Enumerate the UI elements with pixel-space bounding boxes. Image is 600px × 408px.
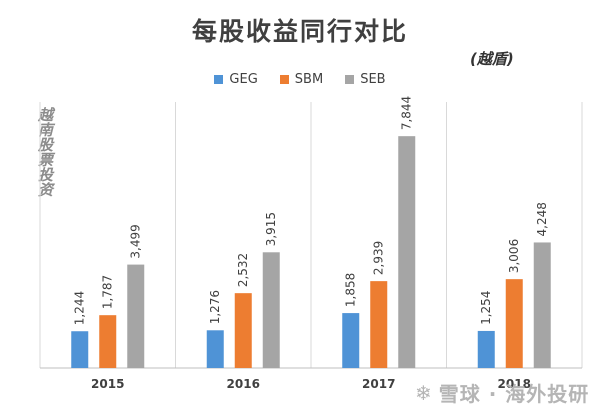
legend-item-geg: GEG [214, 72, 258, 87]
bar-geg-2016 [206, 330, 224, 368]
bar-seb-2017 [398, 136, 416, 368]
x-tick-label-2017: 2017 [362, 377, 395, 391]
legend-item-sbm: SBM [279, 72, 324, 87]
bar-sbm-2016 [234, 293, 252, 368]
legend-swatch-geg [214, 75, 224, 84]
chart-title: 每股收益同行对比 [191, 17, 408, 46]
x-tick-label-2016: 2016 [227, 377, 260, 391]
legend-swatch-sbm [279, 75, 289, 84]
legend-swatch-seb [345, 75, 355, 84]
watermark-bottom-text: 雪球 · 海外投研 [438, 382, 590, 406]
data-label-geg-2015: 1,244 [73, 291, 87, 325]
data-label-sbm-2018: 3,006 [507, 239, 521, 273]
data-label-sbm-2017: 2,939 [372, 241, 386, 275]
data-label-seb-2015: 3,499 [129, 224, 143, 258]
bar-sbm-2018 [505, 279, 523, 368]
bar-seb-2015 [127, 264, 145, 368]
bar-geg-2018 [477, 330, 495, 368]
x-tick-label-2015: 2015 [91, 377, 124, 391]
data-label-geg-2016: 1,276 [208, 290, 222, 324]
watermark-bottom: ❄ 雪球 · 海外投研 [415, 378, 589, 407]
bar-seb-2016 [262, 252, 280, 368]
legend-label-sbm: SBM [294, 72, 324, 87]
snowball-logo-icon: ❄ [415, 380, 433, 405]
legend: GEG SBM SEB [0, 72, 600, 87]
data-label-sbm-2015: 1,787 [101, 275, 115, 309]
bar-geg-2017 [342, 313, 360, 368]
legend-item-seb: SEB [345, 72, 386, 87]
data-label-seb-2017: 7,844 [400, 96, 414, 130]
x-tick-label-2018: 2018 [498, 377, 531, 391]
data-label-geg-2018: 1,254 [479, 291, 493, 325]
watermark-left: 越南股票投资 [38, 106, 55, 199]
legend-label-geg: GEG [229, 72, 258, 87]
chart-subtitle: (越盾) [470, 50, 514, 68]
bar-geg-2015 [71, 331, 89, 368]
data-label-geg-2017: 1,858 [344, 273, 358, 307]
legend-label-seb: SEB [360, 72, 386, 87]
data-label-seb-2018: 4,248 [535, 202, 549, 236]
bar-sbm-2017 [370, 281, 388, 368]
data-label-seb-2016: 3,915 [264, 212, 278, 246]
data-label-sbm-2016: 2,532 [236, 253, 250, 287]
bar-sbm-2015 [99, 315, 117, 368]
bar-seb-2018 [533, 242, 551, 368]
